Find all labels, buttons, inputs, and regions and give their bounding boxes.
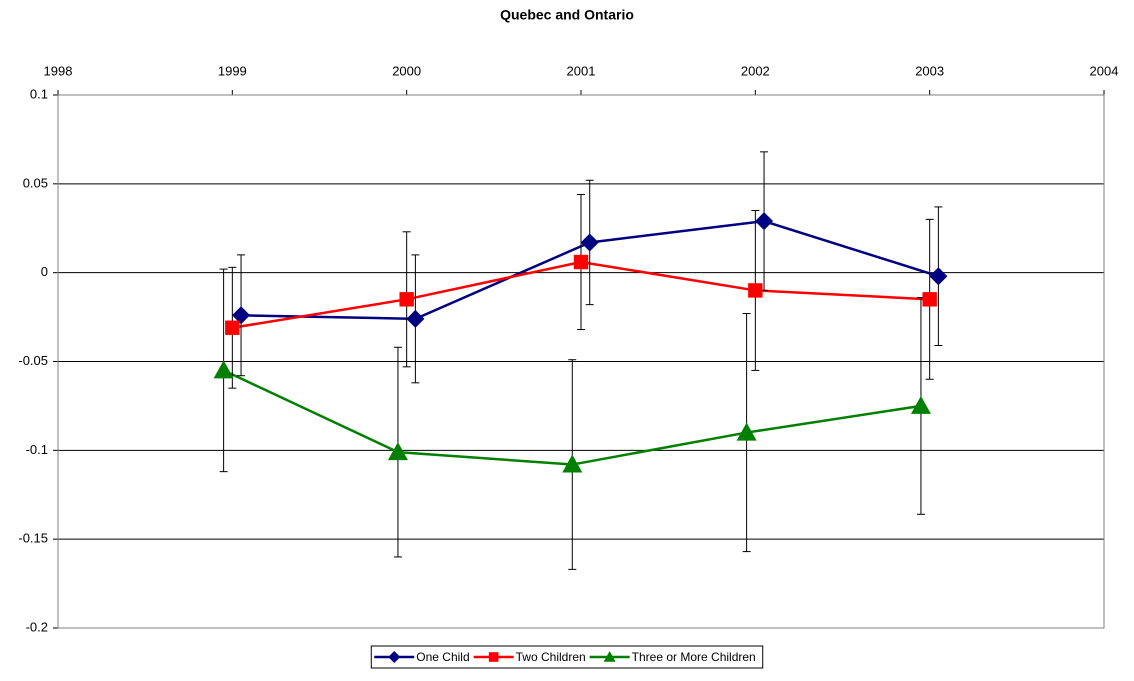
marker: [387, 442, 408, 461]
x-tick-label: 2000: [392, 63, 421, 78]
y-tick-label: -0.15: [18, 531, 48, 546]
chart-title: Quebec and Ontario: [500, 7, 634, 23]
y-tick-label: -0.05: [18, 353, 48, 368]
plot-area: [57, 94, 1105, 629]
marker: [573, 254, 589, 270]
legend-item: One Child: [374, 650, 470, 664]
marker: [225, 320, 240, 335]
marker: [488, 652, 499, 662]
marker: [748, 283, 763, 298]
x-tick-label: 2003: [915, 63, 944, 78]
marker: [580, 233, 599, 252]
y-tick-label: -0.2: [26, 619, 48, 634]
x-tick-label: 2004: [1090, 63, 1119, 78]
legend-label: Three or More Children: [632, 650, 756, 664]
marker: [399, 292, 414, 307]
legend: One Child Two Children Three or More Child…: [370, 645, 764, 669]
x-tick-label: 1999: [218, 63, 247, 78]
y-tick-label: 0.05: [23, 175, 48, 190]
marker: [736, 422, 757, 441]
y-tick-label: -0.1: [26, 442, 48, 457]
legend-label: One Child: [416, 650, 469, 664]
x-tick-label: 2002: [741, 63, 770, 78]
marker: [755, 212, 774, 231]
x-tick-label: 1998: [44, 63, 73, 78]
marker: [910, 395, 931, 414]
marker: [232, 306, 251, 325]
y-tick-label: 0: [41, 264, 48, 279]
marker: [388, 651, 401, 663]
marker: [922, 292, 937, 307]
legend-item: Two Children: [473, 650, 586, 664]
y-tick-label: 0.1: [30, 86, 48, 101]
legend-box: [370, 645, 764, 669]
marker: [406, 309, 425, 328]
x-tick-label: 2001: [567, 63, 596, 78]
marker: [562, 454, 583, 473]
marker: [929, 267, 948, 286]
marker: [603, 651, 616, 662]
legend-item: Three or More Children: [589, 650, 756, 664]
marker: [213, 360, 234, 379]
legend-label: Two Children: [516, 650, 586, 664]
